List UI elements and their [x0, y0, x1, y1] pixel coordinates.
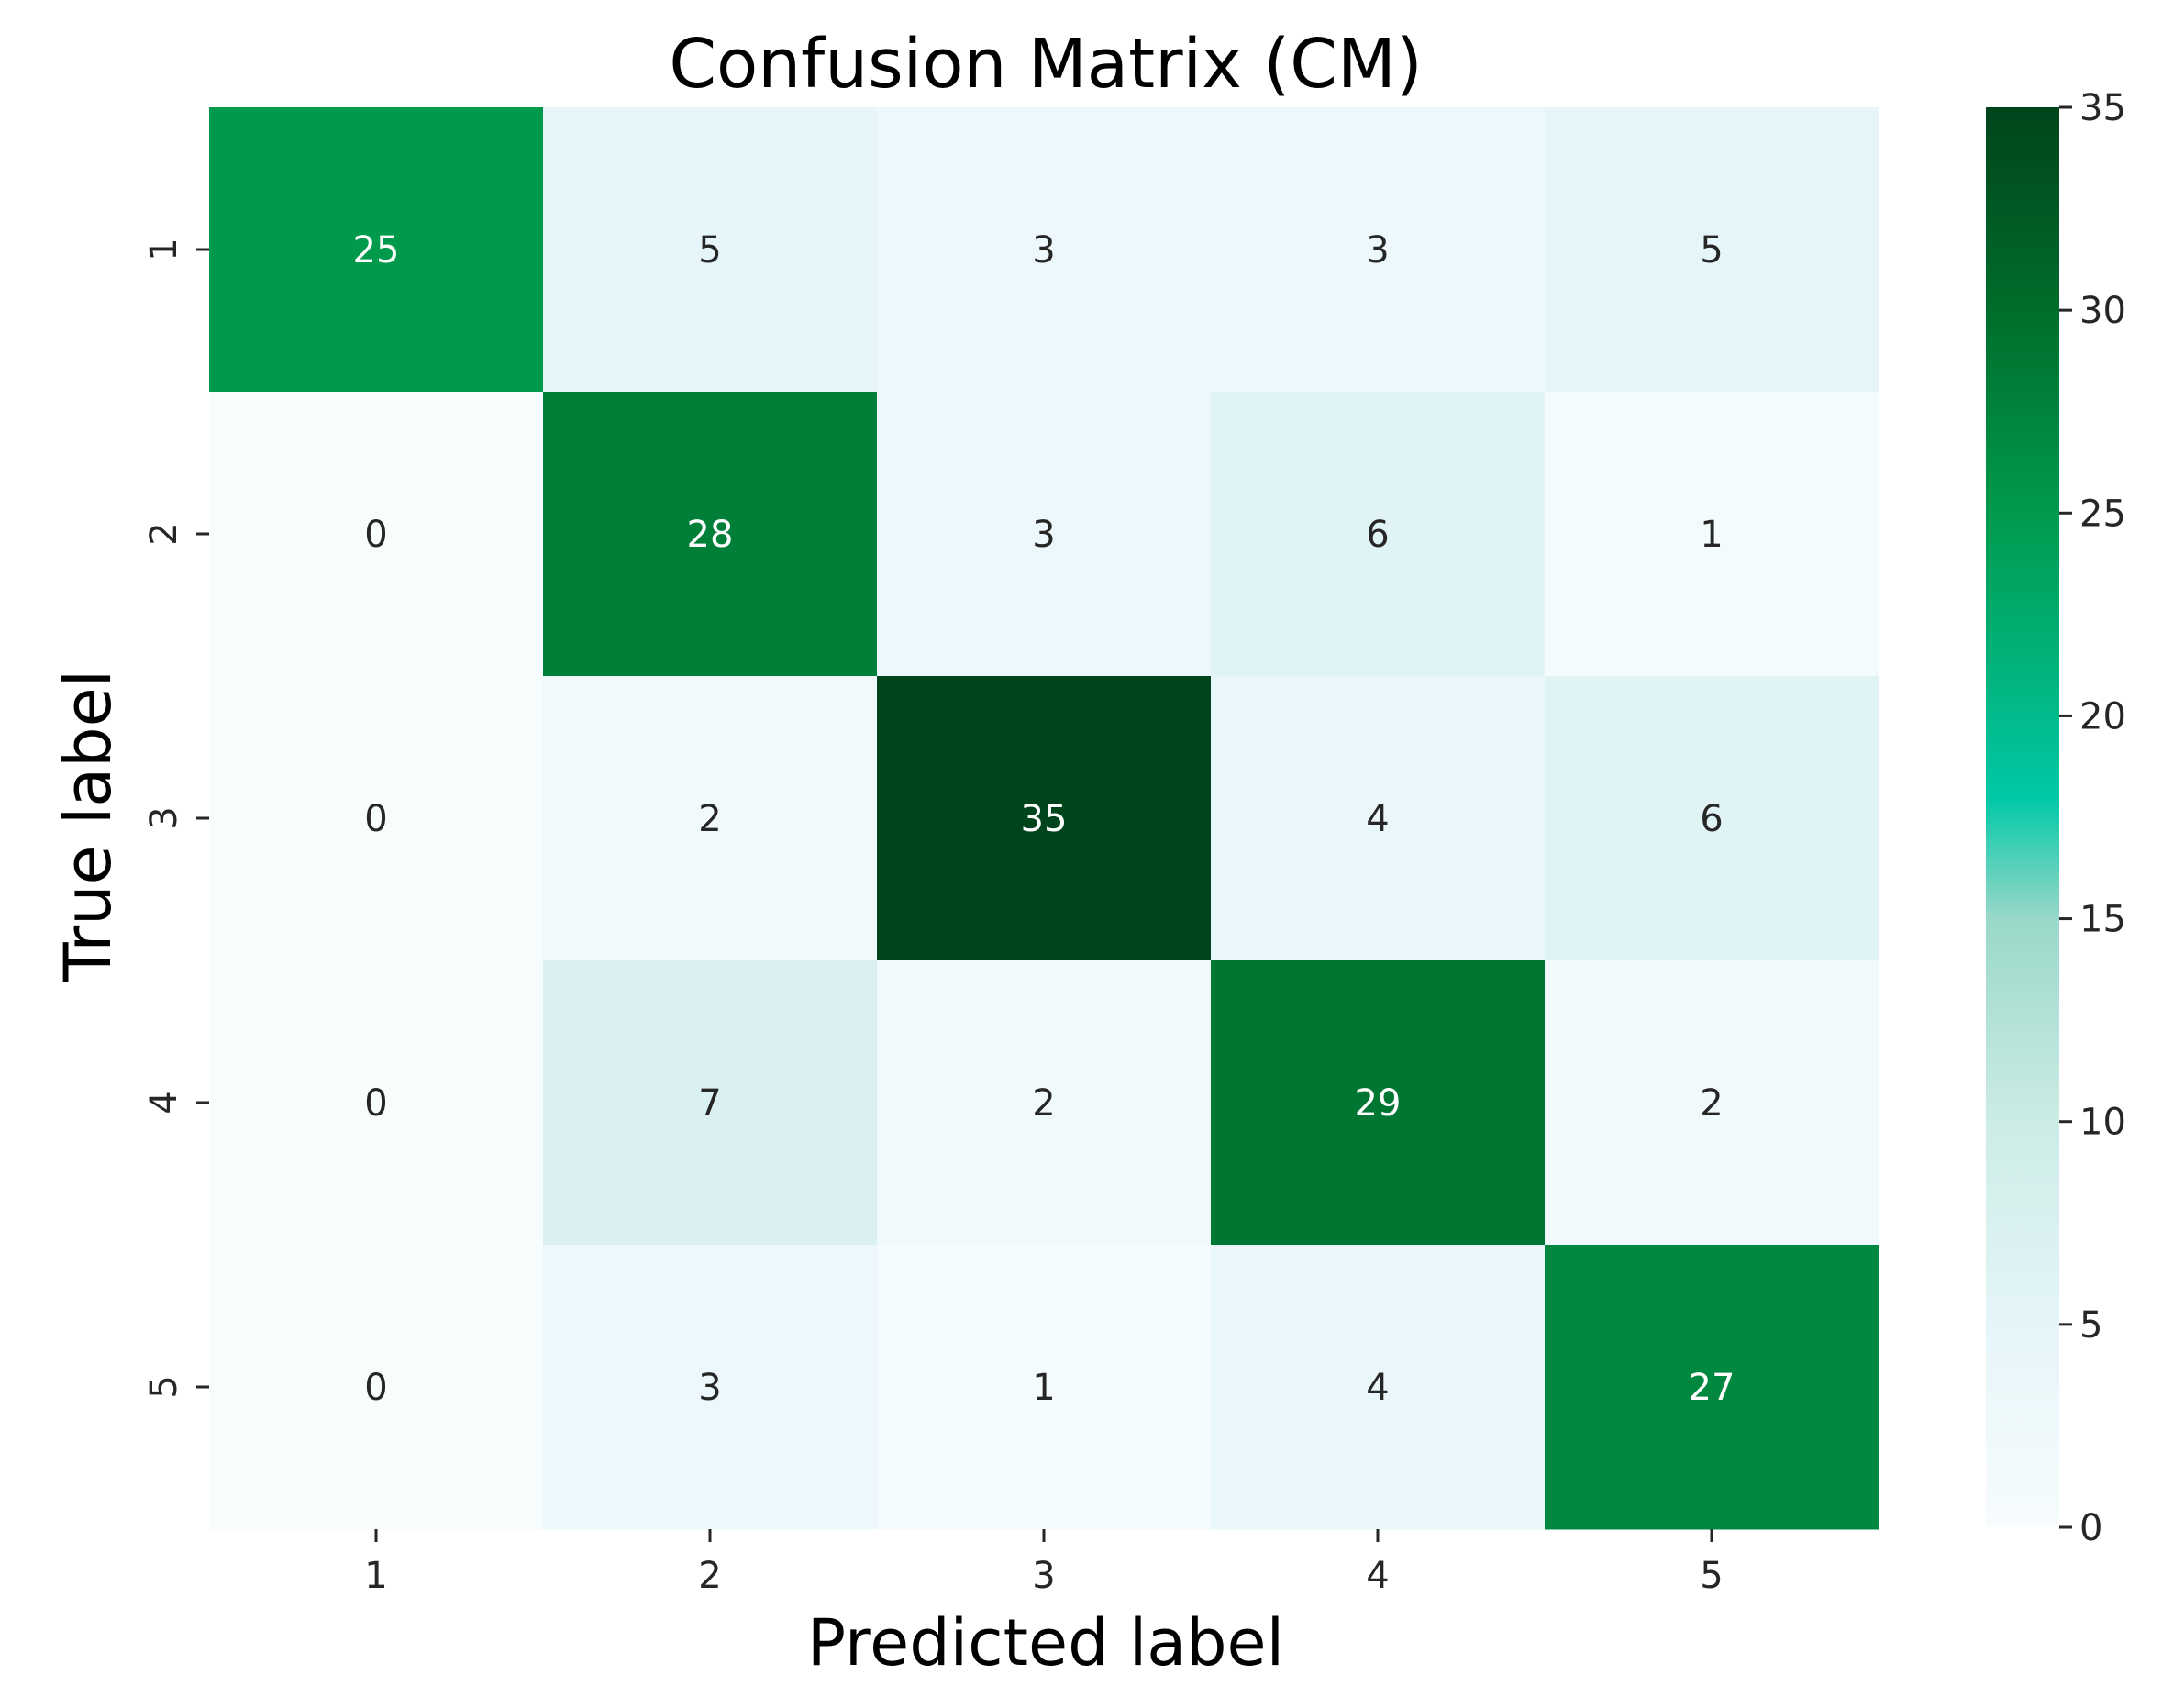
cell-value-r3-c1: 0 — [364, 798, 387, 840]
heatmap-cell-r5-c5 — [1545, 1245, 1879, 1530]
cell-value-r3-c2: 2 — [698, 798, 721, 840]
heatmap-cell-r1-c5 — [1545, 107, 1879, 393]
x-axis-ticks: 1 2 3 4 5 — [364, 1529, 1724, 1597]
y-tick-label: 1 — [143, 238, 185, 261]
colorbar-tick-label: 20 — [2079, 695, 2126, 738]
heatmap-cell-r2-c3 — [877, 392, 1212, 677]
cell-value-r4-c1: 0 — [364, 1082, 387, 1125]
colorbar-ticks: 0 5 10 15 20 25 30 35 — [2059, 87, 2126, 1549]
cell-value-r1-c5: 5 — [1700, 229, 1723, 272]
colorbar-tick-label: 25 — [2079, 493, 2126, 535]
chart-title: Confusion Matrix (CM) — [669, 25, 1422, 104]
heatmap-cell-r4-c5 — [1545, 960, 1879, 1246]
colorbar-tick-label: 10 — [2079, 1102, 2126, 1144]
colorbar-tick-label: 5 — [2079, 1304, 2102, 1347]
heatmap-cell-r1-c4 — [1211, 107, 1546, 393]
heatmap-cell-r3-c4 — [1211, 676, 1546, 961]
heatmap-cell-r5-c4 — [1211, 1245, 1546, 1530]
y-axis-label: True label — [50, 670, 126, 982]
cell-value-r2-c1: 0 — [364, 514, 387, 556]
colorbar-tick-label: 15 — [2079, 899, 2126, 941]
heatmap-cell-r2-c4 — [1211, 392, 1546, 677]
heatmap-cell-r3-c5 — [1545, 676, 1879, 961]
heatmap-cell-r4-c1 — [209, 960, 544, 1246]
cell-value-r4-c2: 7 — [698, 1082, 721, 1125]
heatmap-cell-r3-c3 — [877, 676, 1212, 961]
cell-value-r3-c3: 35 — [1021, 798, 1068, 840]
colorbar-tick-label: 0 — [2079, 1507, 2102, 1549]
cell-value-r3-c4: 4 — [1366, 798, 1389, 840]
cell-value-r1-c2: 5 — [698, 229, 721, 272]
heatmap-cell-labels: 25 5 3 3 50 28 3 6 10 2 35 4 60 7 2 29 20 3 1 4 27 — [353, 229, 1735, 1409]
heatmap-cell-r5-c3 — [877, 1245, 1212, 1530]
heatmap-cell-r4-c2 — [543, 960, 878, 1246]
heatmap-cell-r3-c2 — [543, 676, 878, 961]
cell-value-r5-c5: 27 — [1689, 1367, 1735, 1409]
heatmap-cell-r5-c2 — [543, 1245, 878, 1530]
y-tick-label: 3 — [143, 806, 185, 829]
x-tick-label: 3 — [1032, 1555, 1055, 1597]
x-tick-label: 4 — [1366, 1555, 1389, 1597]
heatmap-cell-r4-c4 — [1211, 960, 1546, 1246]
x-tick-label: 1 — [364, 1555, 387, 1597]
y-tick-label: 4 — [143, 1091, 185, 1114]
cell-value-r1-c3: 3 — [1032, 229, 1055, 272]
cell-value-r1-c1: 25 — [353, 229, 400, 272]
cell-value-r2-c2: 28 — [687, 514, 734, 556]
cell-value-r5-c3: 1 — [1032, 1367, 1055, 1409]
cell-value-r5-c2: 3 — [698, 1367, 721, 1409]
y-tick-label: 5 — [143, 1375, 185, 1398]
heatmap-cell-r2-c5 — [1545, 392, 1879, 677]
heatmap-cell-r1-c2 — [543, 107, 878, 393]
cell-value-r4-c5: 2 — [1700, 1082, 1723, 1125]
cell-value-r1-c4: 3 — [1366, 229, 1389, 272]
heatmap-cell-r1-c3 — [877, 107, 1212, 393]
heatmap-cell-r2-c2 — [543, 392, 878, 677]
y-tick-label: 2 — [143, 522, 185, 545]
cell-value-r2-c4: 6 — [1366, 514, 1389, 556]
x-axis-label: Predicted label — [807, 1605, 1284, 1680]
heatmap-cell-r3-c1 — [209, 676, 544, 961]
heatmap-cell-r2-c1 — [209, 392, 544, 677]
cell-value-r4-c4: 29 — [1355, 1082, 1402, 1125]
cell-value-r4-c3: 2 — [1032, 1082, 1055, 1125]
x-tick-label: 5 — [1700, 1555, 1723, 1597]
colorbar-tick-label: 35 — [2079, 87, 2126, 129]
cell-value-r2-c5: 1 — [1700, 514, 1723, 556]
colorbar — [1986, 107, 2059, 1527]
x-tick-label: 2 — [698, 1555, 721, 1597]
heatmap-cell-r4-c3 — [877, 960, 1212, 1246]
cell-value-r5-c4: 4 — [1366, 1367, 1389, 1409]
y-axis-ticks: 1 2 3 4 5 — [143, 238, 209, 1399]
heatmap-cells — [209, 107, 1879, 1530]
cell-value-r3-c5: 6 — [1700, 798, 1723, 840]
cell-value-r2-c3: 3 — [1032, 514, 1055, 556]
colorbar-tick-label: 30 — [2079, 290, 2126, 332]
heatmap-cell-r5-c1 — [209, 1245, 544, 1530]
cell-value-r5-c1: 0 — [364, 1367, 387, 1409]
heatmap-cell-r1-c1 — [209, 107, 544, 393]
